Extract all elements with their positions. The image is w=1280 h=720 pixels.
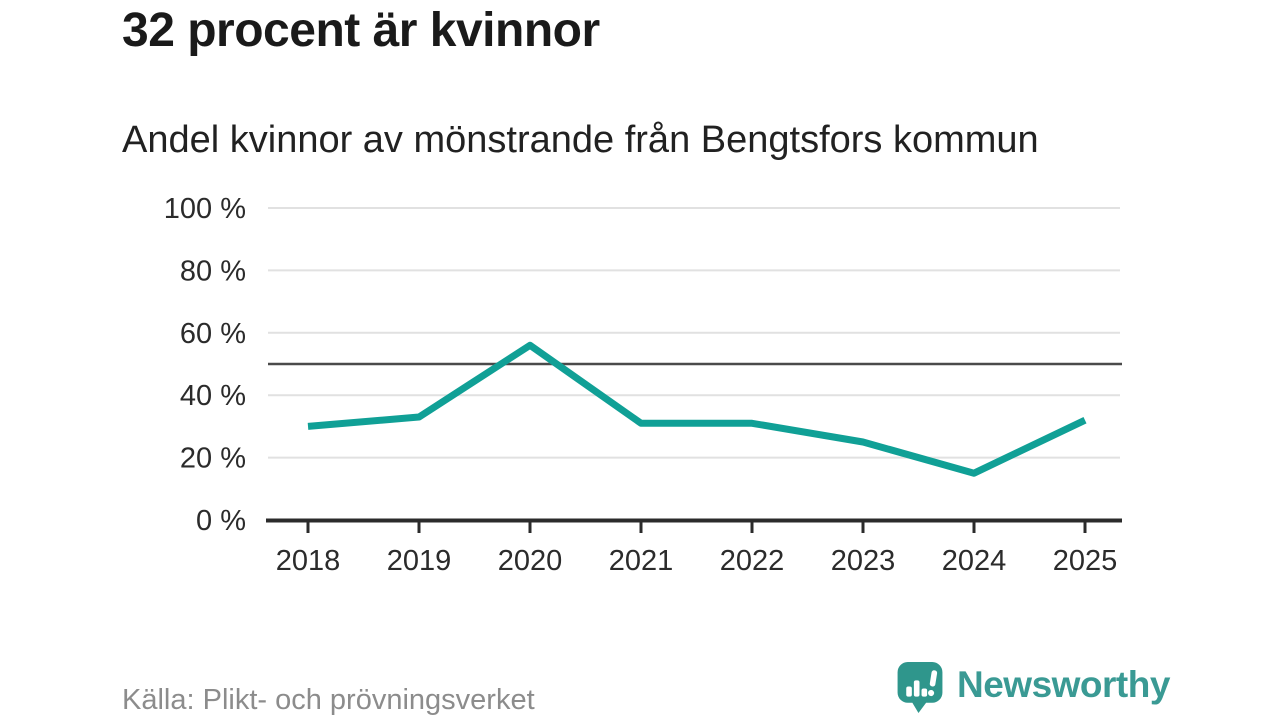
x-tick-label: 2020 xyxy=(498,545,563,577)
y-tick-label: 40 % xyxy=(180,380,246,412)
newsworthy-logo: Newsworthy xyxy=(897,662,1170,715)
chart-title: 32 procent är kvinnor xyxy=(122,4,600,57)
y-tick-label: 100 % xyxy=(164,193,246,225)
data-line xyxy=(307,341,1087,477)
exclamation-dot xyxy=(928,689,935,697)
x-tick-label: 2022 xyxy=(720,545,785,577)
x-tick-label: 2024 xyxy=(942,545,1007,577)
bar-2 xyxy=(913,680,920,697)
source-note: Källa: Plikt- och prövningsverket xyxy=(122,684,535,716)
x-tick-label: 2018 xyxy=(276,545,341,577)
x-tick-label: 2023 xyxy=(831,545,896,577)
y-tick-label: 20 % xyxy=(180,443,246,475)
bar-3 xyxy=(921,688,928,697)
newsworthy-wordmark: Newsworthy xyxy=(957,664,1170,705)
y-tick-label: 80 % xyxy=(180,255,246,287)
x-tick-label: 2019 xyxy=(387,545,452,577)
bar-chart-glyph xyxy=(906,670,938,697)
exclamation-bar xyxy=(929,670,938,687)
bar-1 xyxy=(906,686,912,697)
exclamation-glyph xyxy=(928,670,938,697)
speech-bubble-bar-chart-icon xyxy=(897,662,943,713)
bubble-shape xyxy=(897,662,943,713)
x-tick-label: 2025 xyxy=(1053,545,1118,577)
chart-subtitle: Andel kvinnor av mönstrande från Bengtsf… xyxy=(122,119,1039,161)
y-tick-label: 0 % xyxy=(196,505,246,537)
y-tick-label: 60 % xyxy=(180,318,246,350)
x-tick-label: 2021 xyxy=(609,545,674,577)
